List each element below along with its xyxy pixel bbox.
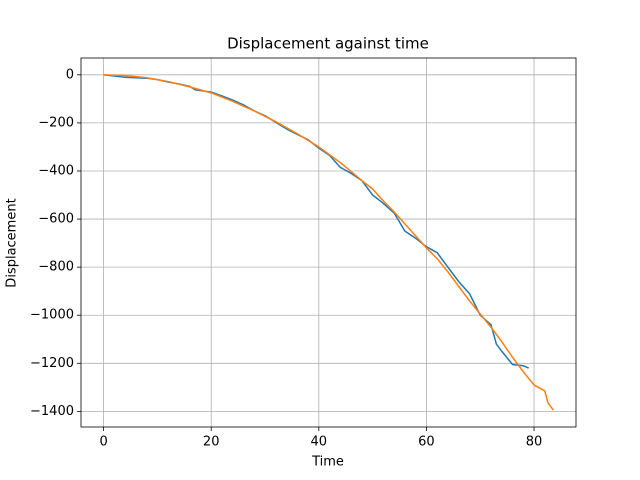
x-tick-label: 60: [418, 435, 435, 450]
chart-title: Displacement against time: [227, 35, 429, 53]
x-tick-label: 40: [311, 435, 328, 450]
x-axis-label: Time: [311, 455, 344, 470]
x-tick-label: 20: [203, 435, 220, 450]
y-tick-label: 0: [66, 67, 74, 82]
data-line: [103, 74, 555, 411]
y-tick-label: −800: [38, 260, 74, 275]
y-axis-label: Displacement: [5, 198, 20, 287]
y-tick-label: −1000: [30, 308, 74, 323]
plot-frame: [80, 57, 577, 428]
y-tick-label: −1200: [30, 356, 74, 371]
y-tick-label: −600: [38, 212, 74, 227]
y-tick-label: −1400: [30, 404, 74, 419]
data-line: [103, 74, 529, 369]
y-tick-label: −400: [38, 163, 74, 178]
y-tick-label: −200: [38, 115, 74, 130]
x-tick-label: 0: [99, 435, 107, 450]
x-tick-label: 80: [526, 435, 543, 450]
